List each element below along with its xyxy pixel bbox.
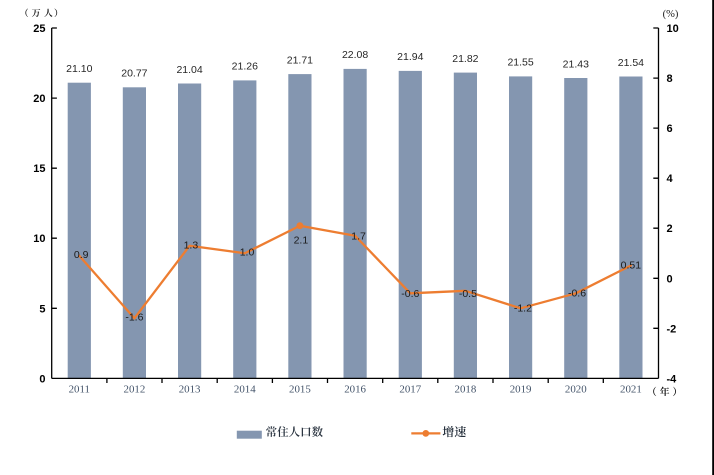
svg-text:15: 15	[33, 163, 45, 175]
svg-text:2020: 2020	[565, 384, 587, 396]
svg-text:25: 25	[33, 23, 45, 35]
svg-text:10: 10	[33, 233, 45, 245]
svg-text:0.51: 0.51	[621, 259, 642, 271]
svg-text:-2: -2	[667, 323, 677, 335]
svg-text:-0.5: -0.5	[459, 288, 477, 300]
svg-text:21.04: 21.04	[176, 64, 202, 76]
svg-text:2011: 2011	[69, 384, 90, 396]
svg-text:4: 4	[667, 173, 674, 185]
svg-text:6: 6	[667, 123, 673, 135]
svg-text:20.77: 20.77	[121, 68, 147, 80]
svg-text:2012: 2012	[124, 384, 146, 396]
svg-text:(%): (%)	[663, 9, 679, 20]
svg-text:5: 5	[39, 303, 45, 315]
svg-text:21.82: 21.82	[452, 53, 478, 65]
svg-text:21.94: 21.94	[397, 51, 423, 63]
svg-text:-0.6: -0.6	[401, 288, 419, 300]
svg-text:2014: 2014	[234, 384, 256, 396]
svg-text:21.43: 21.43	[563, 58, 589, 70]
svg-text:2015: 2015	[289, 384, 311, 396]
svg-text:21.54: 21.54	[618, 57, 644, 69]
svg-text:2018: 2018	[455, 384, 477, 396]
svg-text:2016: 2016	[344, 384, 366, 396]
svg-text:1.7: 1.7	[351, 231, 366, 243]
svg-text:0: 0	[39, 373, 45, 385]
svg-text:0.9: 0.9	[74, 249, 89, 261]
svg-text:1.3: 1.3	[184, 240, 199, 252]
svg-text:10: 10	[667, 23, 679, 35]
svg-text:-0.6: -0.6	[568, 288, 586, 300]
svg-text:21.26: 21.26	[232, 61, 258, 73]
svg-text:1.0: 1.0	[240, 247, 255, 259]
svg-text:21.10: 21.10	[66, 63, 92, 75]
svg-text:-4: -4	[667, 373, 678, 385]
svg-text:2.1: 2.1	[294, 235, 309, 247]
svg-text:0: 0	[667, 273, 673, 285]
svg-text:20: 20	[33, 93, 45, 105]
svg-text:2013: 2013	[179, 384, 201, 396]
svg-text:-1.2: -1.2	[514, 303, 532, 315]
svg-text:22.08: 22.08	[342, 49, 368, 61]
svg-text:2019: 2019	[510, 384, 532, 396]
svg-text:2017: 2017	[399, 384, 421, 396]
svg-text:-1.6: -1.6	[125, 311, 143, 323]
svg-text:2021: 2021	[620, 384, 642, 396]
svg-text:8: 8	[667, 73, 673, 85]
svg-text:21.71: 21.71	[287, 54, 313, 66]
svg-text:2: 2	[667, 223, 673, 235]
svg-text:21.55: 21.55	[507, 57, 533, 69]
